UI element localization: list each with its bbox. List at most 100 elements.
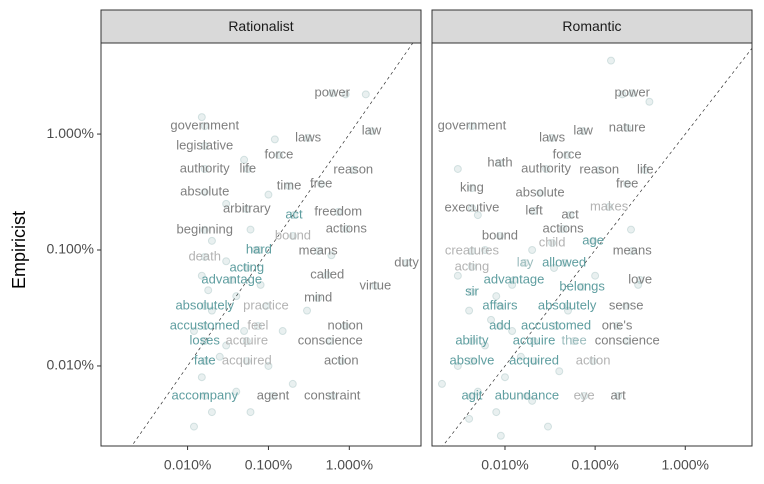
word-label: acting	[229, 259, 264, 274]
facet-title: Romantic	[562, 18, 621, 34]
point	[288, 379, 297, 388]
word-label: ability	[455, 332, 489, 347]
point	[222, 257, 231, 266]
word-label: bound	[482, 227, 518, 242]
point	[528, 396, 537, 405]
word-label: government	[170, 118, 239, 133]
word-label: free	[310, 175, 332, 190]
point	[626, 225, 635, 234]
word-label: means	[613, 242, 653, 257]
point	[402, 258, 411, 267]
point	[278, 327, 287, 336]
identity-line	[442, 47, 752, 446]
point	[227, 276, 236, 285]
point	[508, 327, 517, 336]
word-label: called	[310, 266, 344, 281]
facet-strip	[431, 9, 753, 44]
point	[496, 431, 505, 440]
point	[591, 271, 600, 280]
word-label: absolute	[515, 184, 564, 199]
point	[242, 263, 251, 272]
point	[334, 207, 343, 216]
point	[269, 391, 278, 400]
word-label: acquire	[225, 332, 268, 347]
word-label: government	[438, 118, 507, 133]
y-tick-label: 0.010%	[47, 357, 94, 373]
word-label: conscience	[595, 332, 660, 347]
point	[492, 408, 501, 417]
word-label: acting	[455, 258, 490, 273]
point	[467, 262, 476, 271]
word-label: law	[362, 123, 382, 138]
point	[341, 322, 350, 331]
point	[253, 322, 262, 331]
point	[530, 357, 539, 366]
word-label: time	[277, 178, 302, 193]
point	[317, 179, 326, 188]
point	[197, 271, 206, 280]
y-tick-label: 1.000%	[47, 125, 94, 141]
word-label: death	[188, 248, 221, 263]
point	[207, 306, 216, 315]
point	[222, 341, 231, 350]
point	[563, 301, 572, 310]
point	[200, 301, 209, 310]
word-label: accustomed	[170, 317, 240, 332]
point	[487, 315, 496, 324]
point	[530, 337, 539, 346]
word-label: power	[315, 85, 351, 100]
point	[288, 232, 297, 241]
word-label: constraint	[304, 387, 361, 402]
point	[605, 202, 614, 211]
word-label: authority	[180, 160, 230, 175]
point	[528, 246, 537, 255]
point	[200, 141, 209, 150]
word-label: one's	[602, 317, 633, 332]
word-label: act	[561, 207, 579, 222]
point	[246, 225, 255, 234]
point	[367, 127, 376, 136]
panel-border	[100, 42, 422, 447]
word-label: authority	[521, 160, 571, 175]
point	[563, 151, 572, 160]
point	[550, 263, 559, 272]
word-label: executive	[444, 200, 499, 215]
word-label: sir	[465, 283, 479, 298]
word-label: fate	[194, 353, 216, 368]
point	[314, 247, 323, 256]
point	[215, 352, 224, 361]
point	[453, 361, 462, 370]
point	[254, 246, 263, 255]
x-tick-label: 0.010%	[164, 457, 211, 473]
point	[614, 391, 623, 400]
point	[622, 301, 631, 310]
word-label: absolutely	[175, 297, 234, 312]
point	[563, 306, 572, 315]
facet-strip	[100, 9, 422, 44]
point	[560, 258, 569, 267]
word-label: force	[265, 146, 294, 161]
word-label: freedom	[314, 203, 362, 218]
point	[242, 337, 251, 346]
identity-line	[131, 43, 414, 446]
point	[361, 90, 370, 99]
point	[636, 276, 645, 285]
x-tick-label: 1.000%	[662, 457, 709, 473]
point	[595, 166, 604, 175]
point	[536, 189, 545, 198]
word-label: law	[573, 123, 593, 138]
point	[200, 122, 209, 131]
word-label: left	[525, 202, 543, 217]
point	[289, 211, 298, 220]
point	[492, 292, 501, 301]
word-label: king	[460, 180, 484, 195]
point	[495, 322, 504, 331]
word-label: life	[637, 162, 654, 177]
word-label: actions	[326, 220, 368, 235]
word-label: actions	[542, 220, 584, 235]
word-label: virtue	[359, 277, 391, 292]
point	[570, 337, 579, 346]
point	[197, 373, 206, 382]
word-label: age	[582, 232, 604, 247]
